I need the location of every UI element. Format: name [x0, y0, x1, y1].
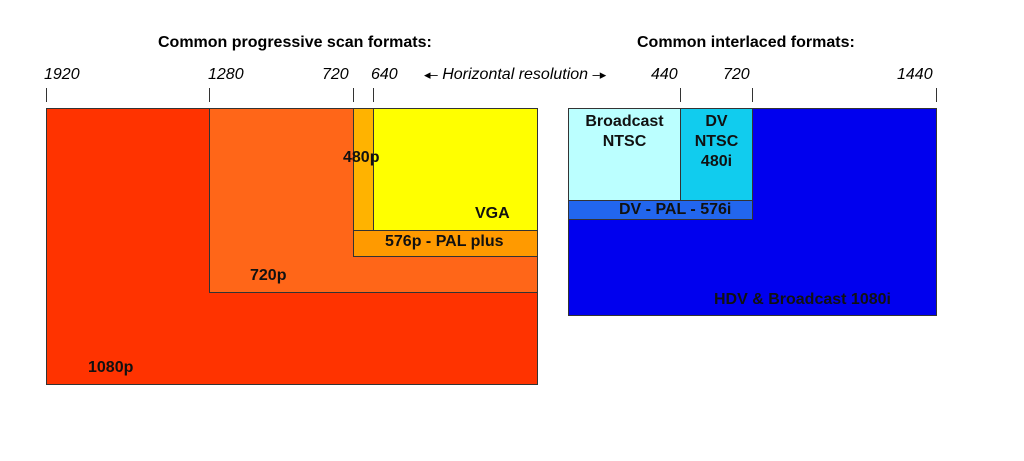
- label-1080p: 1080p: [88, 359, 134, 376]
- tick-mark: [936, 88, 937, 102]
- box-dv-ntsc: DV NTSC 480i: [680, 108, 753, 201]
- tick-label-440: 440: [651, 66, 678, 83]
- tick-label-640: 640: [371, 66, 398, 83]
- label-1080i: HDV & Broadcast 1080i: [714, 291, 891, 308]
- tick-label-720-interlaced: 720: [723, 66, 750, 83]
- tick-mark: [680, 88, 681, 102]
- box-vga: [373, 108, 538, 231]
- label-720p: 720p: [250, 267, 287, 284]
- tick-mark: [46, 88, 47, 102]
- progressive-title: Common progressive scan formats:: [158, 34, 432, 51]
- label-480p: 480p: [343, 149, 380, 166]
- box-broadcast-ntsc: Broadcast NTSC: [568, 108, 681, 201]
- tick-label-1920: 1920: [44, 66, 80, 83]
- tick-label-720-progressive: 720: [322, 66, 349, 83]
- tick-mark: [752, 88, 753, 102]
- left-arrow-icon: ◂–: [424, 67, 438, 82]
- interlaced-title: Common interlaced formats:: [637, 34, 855, 51]
- label-vga: VGA: [475, 205, 510, 222]
- label-576i: DV - PAL - 576i: [619, 201, 732, 218]
- label-576p: 576p - PAL plus: [385, 233, 504, 250]
- tick-label-1440: 1440: [897, 66, 933, 83]
- tick-mark: [209, 88, 210, 102]
- tick-mark: [353, 88, 354, 102]
- axis-caption: ◂– Horizontal resolution –▸: [424, 66, 607, 83]
- tick-mark: [373, 88, 374, 102]
- tick-label-1280: 1280: [208, 66, 244, 83]
- right-arrow-icon: –▸: [592, 67, 607, 82]
